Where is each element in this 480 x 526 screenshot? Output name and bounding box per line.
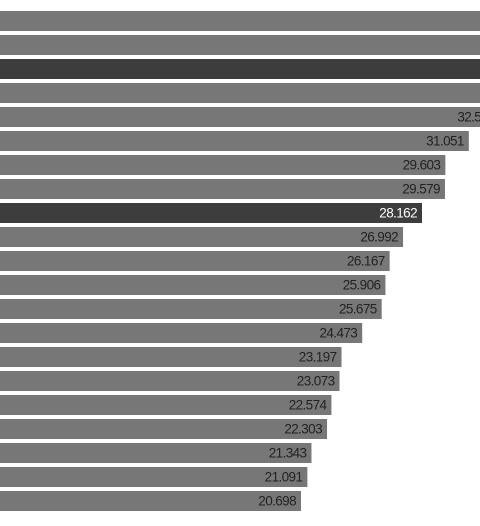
bar xyxy=(0,155,446,175)
value-label: 23.073 xyxy=(297,374,335,389)
value-label: 24.473 xyxy=(319,326,357,341)
value-label: 29.603 xyxy=(403,158,441,173)
bar xyxy=(0,371,340,391)
value-label: 29.579 xyxy=(402,182,440,197)
bar xyxy=(0,107,480,127)
value-label: 21.091 xyxy=(265,470,303,485)
value-label: 22.303 xyxy=(284,422,322,437)
bar xyxy=(0,419,328,439)
bar xyxy=(0,299,382,319)
value-label: 25.906 xyxy=(343,278,381,293)
value-label: 32.55 xyxy=(457,110,480,125)
value-label: 20.698 xyxy=(258,494,296,509)
value-label: 26.992 xyxy=(360,230,398,245)
bar xyxy=(0,395,332,415)
bar xyxy=(0,59,480,79)
bar xyxy=(0,83,480,103)
bar xyxy=(0,491,302,511)
bar xyxy=(0,467,308,487)
value-label: 21.343 xyxy=(269,446,307,461)
bar xyxy=(0,35,480,55)
value-label: 22.574 xyxy=(289,398,328,413)
bar xyxy=(0,227,404,247)
value-label: 23.197 xyxy=(299,350,337,365)
bar xyxy=(0,443,312,463)
bar xyxy=(0,347,342,367)
bar xyxy=(0,179,445,199)
bar xyxy=(0,203,422,223)
value-label: 28.162 xyxy=(379,206,417,221)
bar xyxy=(0,11,480,31)
bar xyxy=(0,323,363,343)
bar xyxy=(0,251,390,271)
value-label: 25.675 xyxy=(339,302,377,317)
value-label: 31.051 xyxy=(426,134,464,149)
bar xyxy=(0,131,469,151)
value-label: 26.167 xyxy=(347,254,385,269)
bar xyxy=(0,275,386,295)
